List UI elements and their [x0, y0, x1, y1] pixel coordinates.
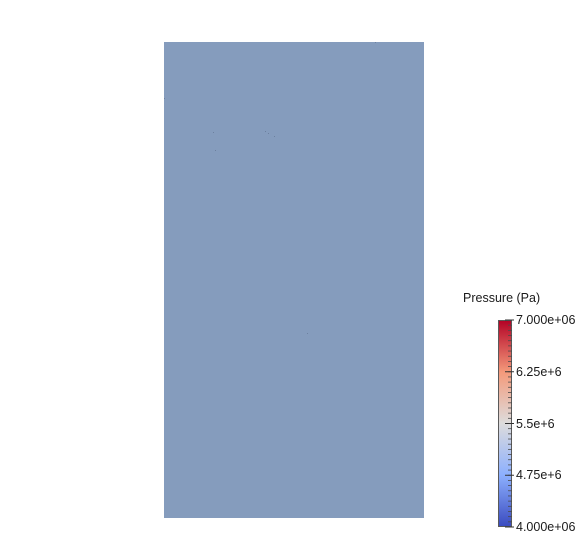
- colorbar-tick-label: 5.5e+6: [516, 416, 555, 431]
- surface-speckles: [164, 42, 376, 334]
- colorbar-tick-label: 7.000e+06: [516, 313, 576, 327]
- legend-title: Pressure (Pa): [463, 291, 541, 305]
- colorbar-tick-label: 6.25e+6: [516, 364, 562, 379]
- colorbar-tick-label: 4.75e+6: [516, 468, 562, 483]
- colorbar: [498, 320, 512, 527]
- pressure-field-surface: [164, 42, 424, 518]
- colorbar-tick-label: 4.000e+06: [516, 520, 576, 534]
